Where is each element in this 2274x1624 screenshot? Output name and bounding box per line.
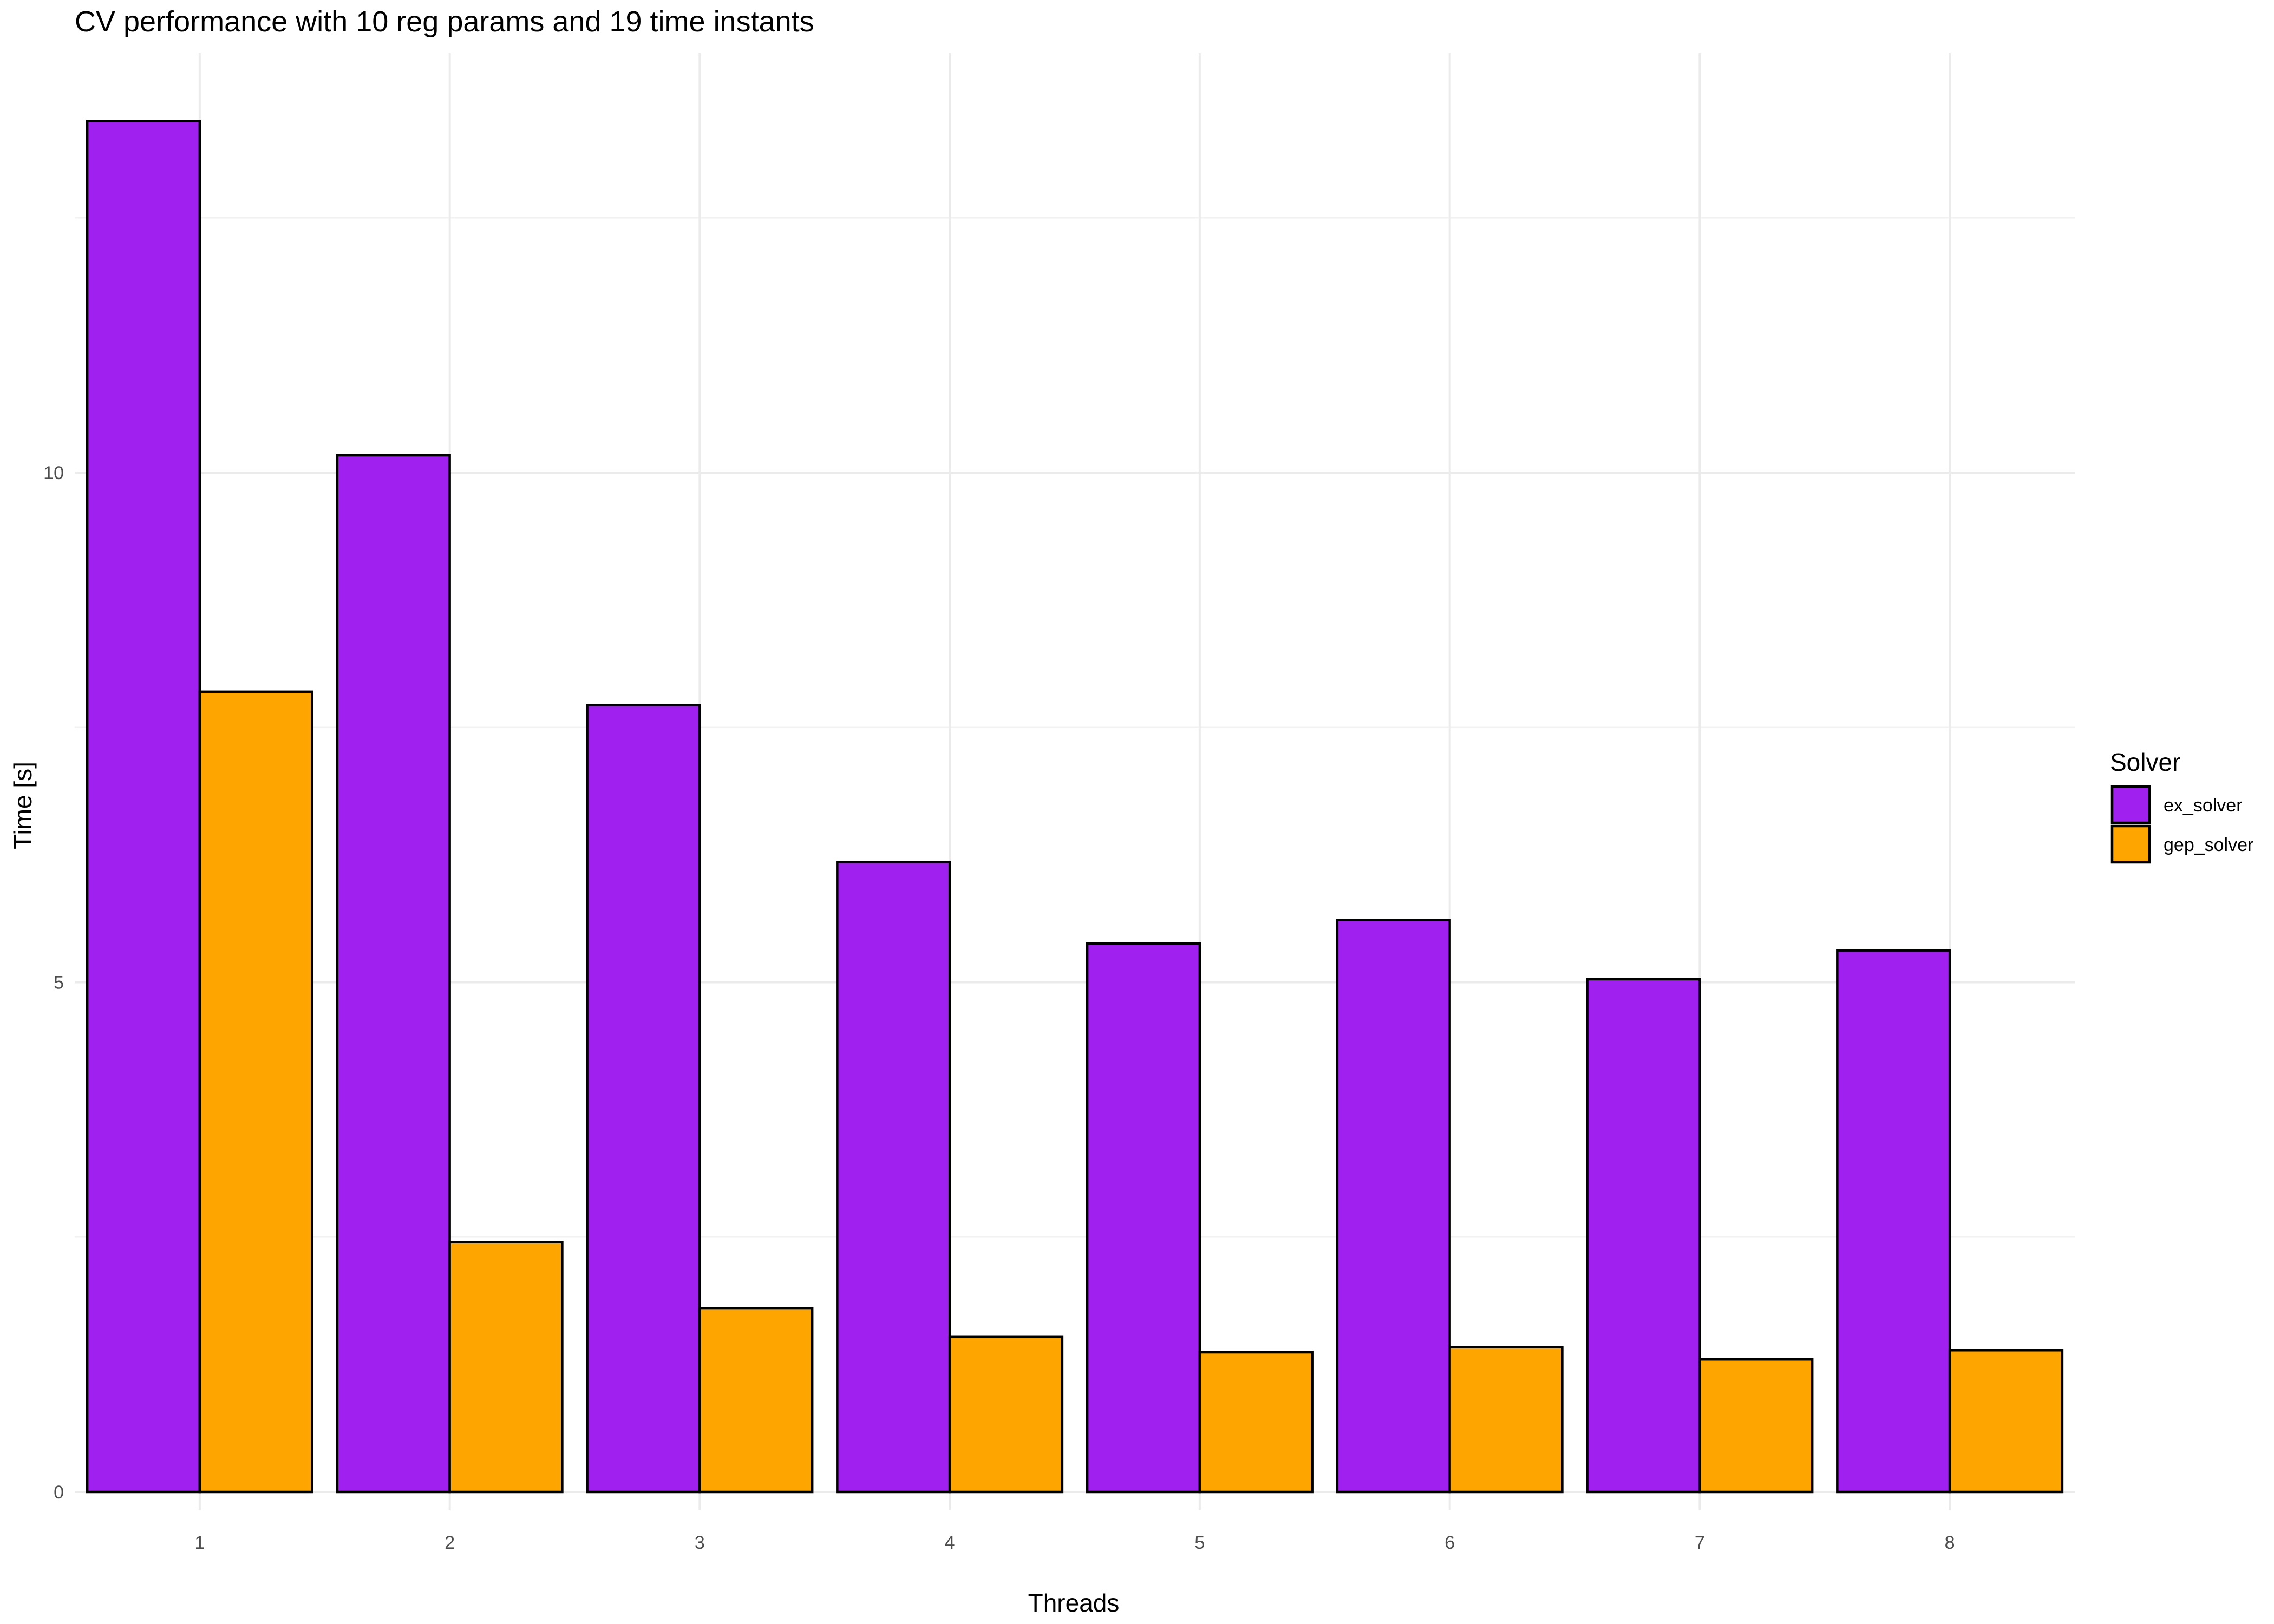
- bar-gep_solver-threads-8: [1948, 1349, 2064, 1494]
- bar-ex_solver-threads-4: [836, 861, 951, 1494]
- x-tick-label: 3: [695, 1533, 705, 1553]
- bar-ex_solver-threads-7: [1586, 978, 1701, 1494]
- bar-gep_solver-threads-7: [1698, 1358, 1814, 1494]
- bar-ex_solver-threads-8: [1836, 949, 1951, 1494]
- legend-swatch-ex_solver: [2110, 785, 2151, 824]
- legend: Solver ex_solver gep_solver: [2110, 748, 2253, 864]
- x-tick-label: 1: [194, 1533, 205, 1553]
- bar-gep_solver-threads-1: [198, 690, 313, 1494]
- y-axis-title: Time [s]: [9, 762, 37, 849]
- bar-gep_solver-threads-6: [1448, 1346, 1564, 1494]
- chart-title: CV performance with 10 reg params and 19…: [75, 5, 814, 38]
- x-tick-label: 5: [1194, 1533, 1205, 1553]
- bar-gep_solver-threads-3: [698, 1307, 814, 1494]
- bar-gep_solver-threads-2: [448, 1241, 564, 1494]
- legend-label-ex_solver: ex_solver: [2164, 795, 2243, 816]
- bar-gep_solver-threads-5: [1198, 1351, 1314, 1494]
- bar-ex_solver-threads-2: [336, 454, 451, 1494]
- bars: [86, 120, 2064, 1494]
- bar-gep_solver-threads-4: [948, 1335, 1064, 1494]
- bar-ex_solver-threads-6: [1336, 919, 1451, 1494]
- x-tick-labels: 1 2 3 4 5 6 7 8: [194, 1533, 1955, 1553]
- y-tick-label: 5: [54, 973, 64, 993]
- bar-ex_solver-threads-3: [586, 704, 701, 1494]
- bar-ex_solver-threads-5: [1086, 942, 1201, 1494]
- y-tick-labels: 0 5 10: [43, 463, 64, 1503]
- legend-label-gep_solver: gep_solver: [2164, 835, 2253, 855]
- x-tick-label: 6: [1445, 1533, 1455, 1553]
- legend-swatch-gep_solver: [2110, 824, 2151, 864]
- x-tick-label: 2: [445, 1533, 455, 1553]
- legend-title: Solver: [2110, 748, 2180, 776]
- x-axis-title: Threads: [1028, 1589, 1120, 1617]
- y-tick-label: 0: [54, 1482, 64, 1503]
- x-tick-label: 8: [1945, 1533, 1955, 1553]
- x-tick-label: 4: [945, 1533, 955, 1553]
- x-tick-label: 7: [1695, 1533, 1705, 1553]
- y-tick-label: 10: [43, 463, 64, 483]
- legend-items: ex_solver gep_solver: [2110, 785, 2253, 864]
- bar-ex_solver-threads-1: [86, 120, 201, 1494]
